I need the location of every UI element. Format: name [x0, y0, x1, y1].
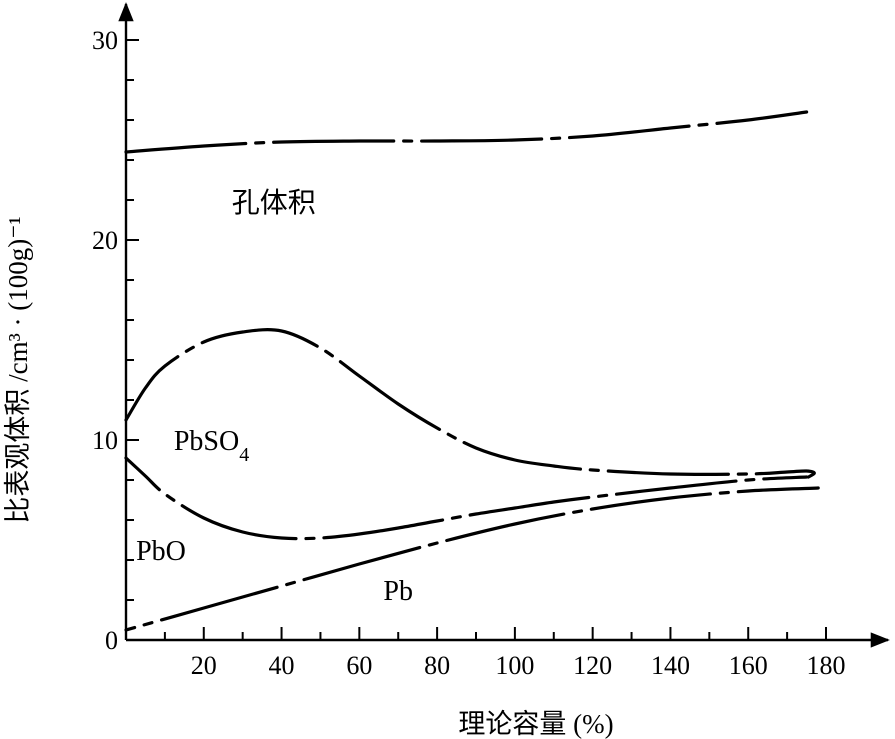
- region-label: PbSO4: [174, 426, 249, 466]
- x-tick-label: 120: [573, 651, 612, 680]
- x-tick-label: 40: [269, 651, 295, 680]
- region-label: Pb: [383, 576, 413, 607]
- x-axis-label: 理论容量 (%): [458, 709, 613, 739]
- x-tick-label: 140: [651, 651, 690, 680]
- series-line-3: [124, 456, 809, 541]
- y-tick-label: 20: [92, 226, 118, 255]
- curves: [124, 110, 820, 632]
- series-line-4: [124, 486, 820, 632]
- labels: 20 40 60 80 100 120 140 160 180 0 10 20 30 孔体积 PbSO4 Pb…: [3, 26, 846, 739]
- y-tick-label: 0: [105, 626, 118, 655]
- region-label: PbO: [136, 536, 186, 567]
- x-tick-label: 20: [191, 651, 217, 680]
- series-line-2: [124, 328, 816, 479]
- y-axis-label: 比表观体积 /cm³ · (100g)⁻¹: [3, 216, 33, 523]
- x-tick-label: 80: [424, 651, 450, 680]
- region-label: 孔体积: [232, 187, 316, 219]
- x-tick-label: 100: [495, 651, 534, 680]
- x-tick-label: 60: [346, 651, 372, 680]
- y-tick-label: 10: [92, 426, 118, 455]
- axes: [118, 2, 890, 648]
- x-tick-label: 160: [729, 651, 768, 680]
- series-line-1: [124, 110, 809, 154]
- ticks: [126, 39, 827, 640]
- x-tick-label: 180: [807, 651, 846, 680]
- y-tick-label: 30: [92, 26, 118, 55]
